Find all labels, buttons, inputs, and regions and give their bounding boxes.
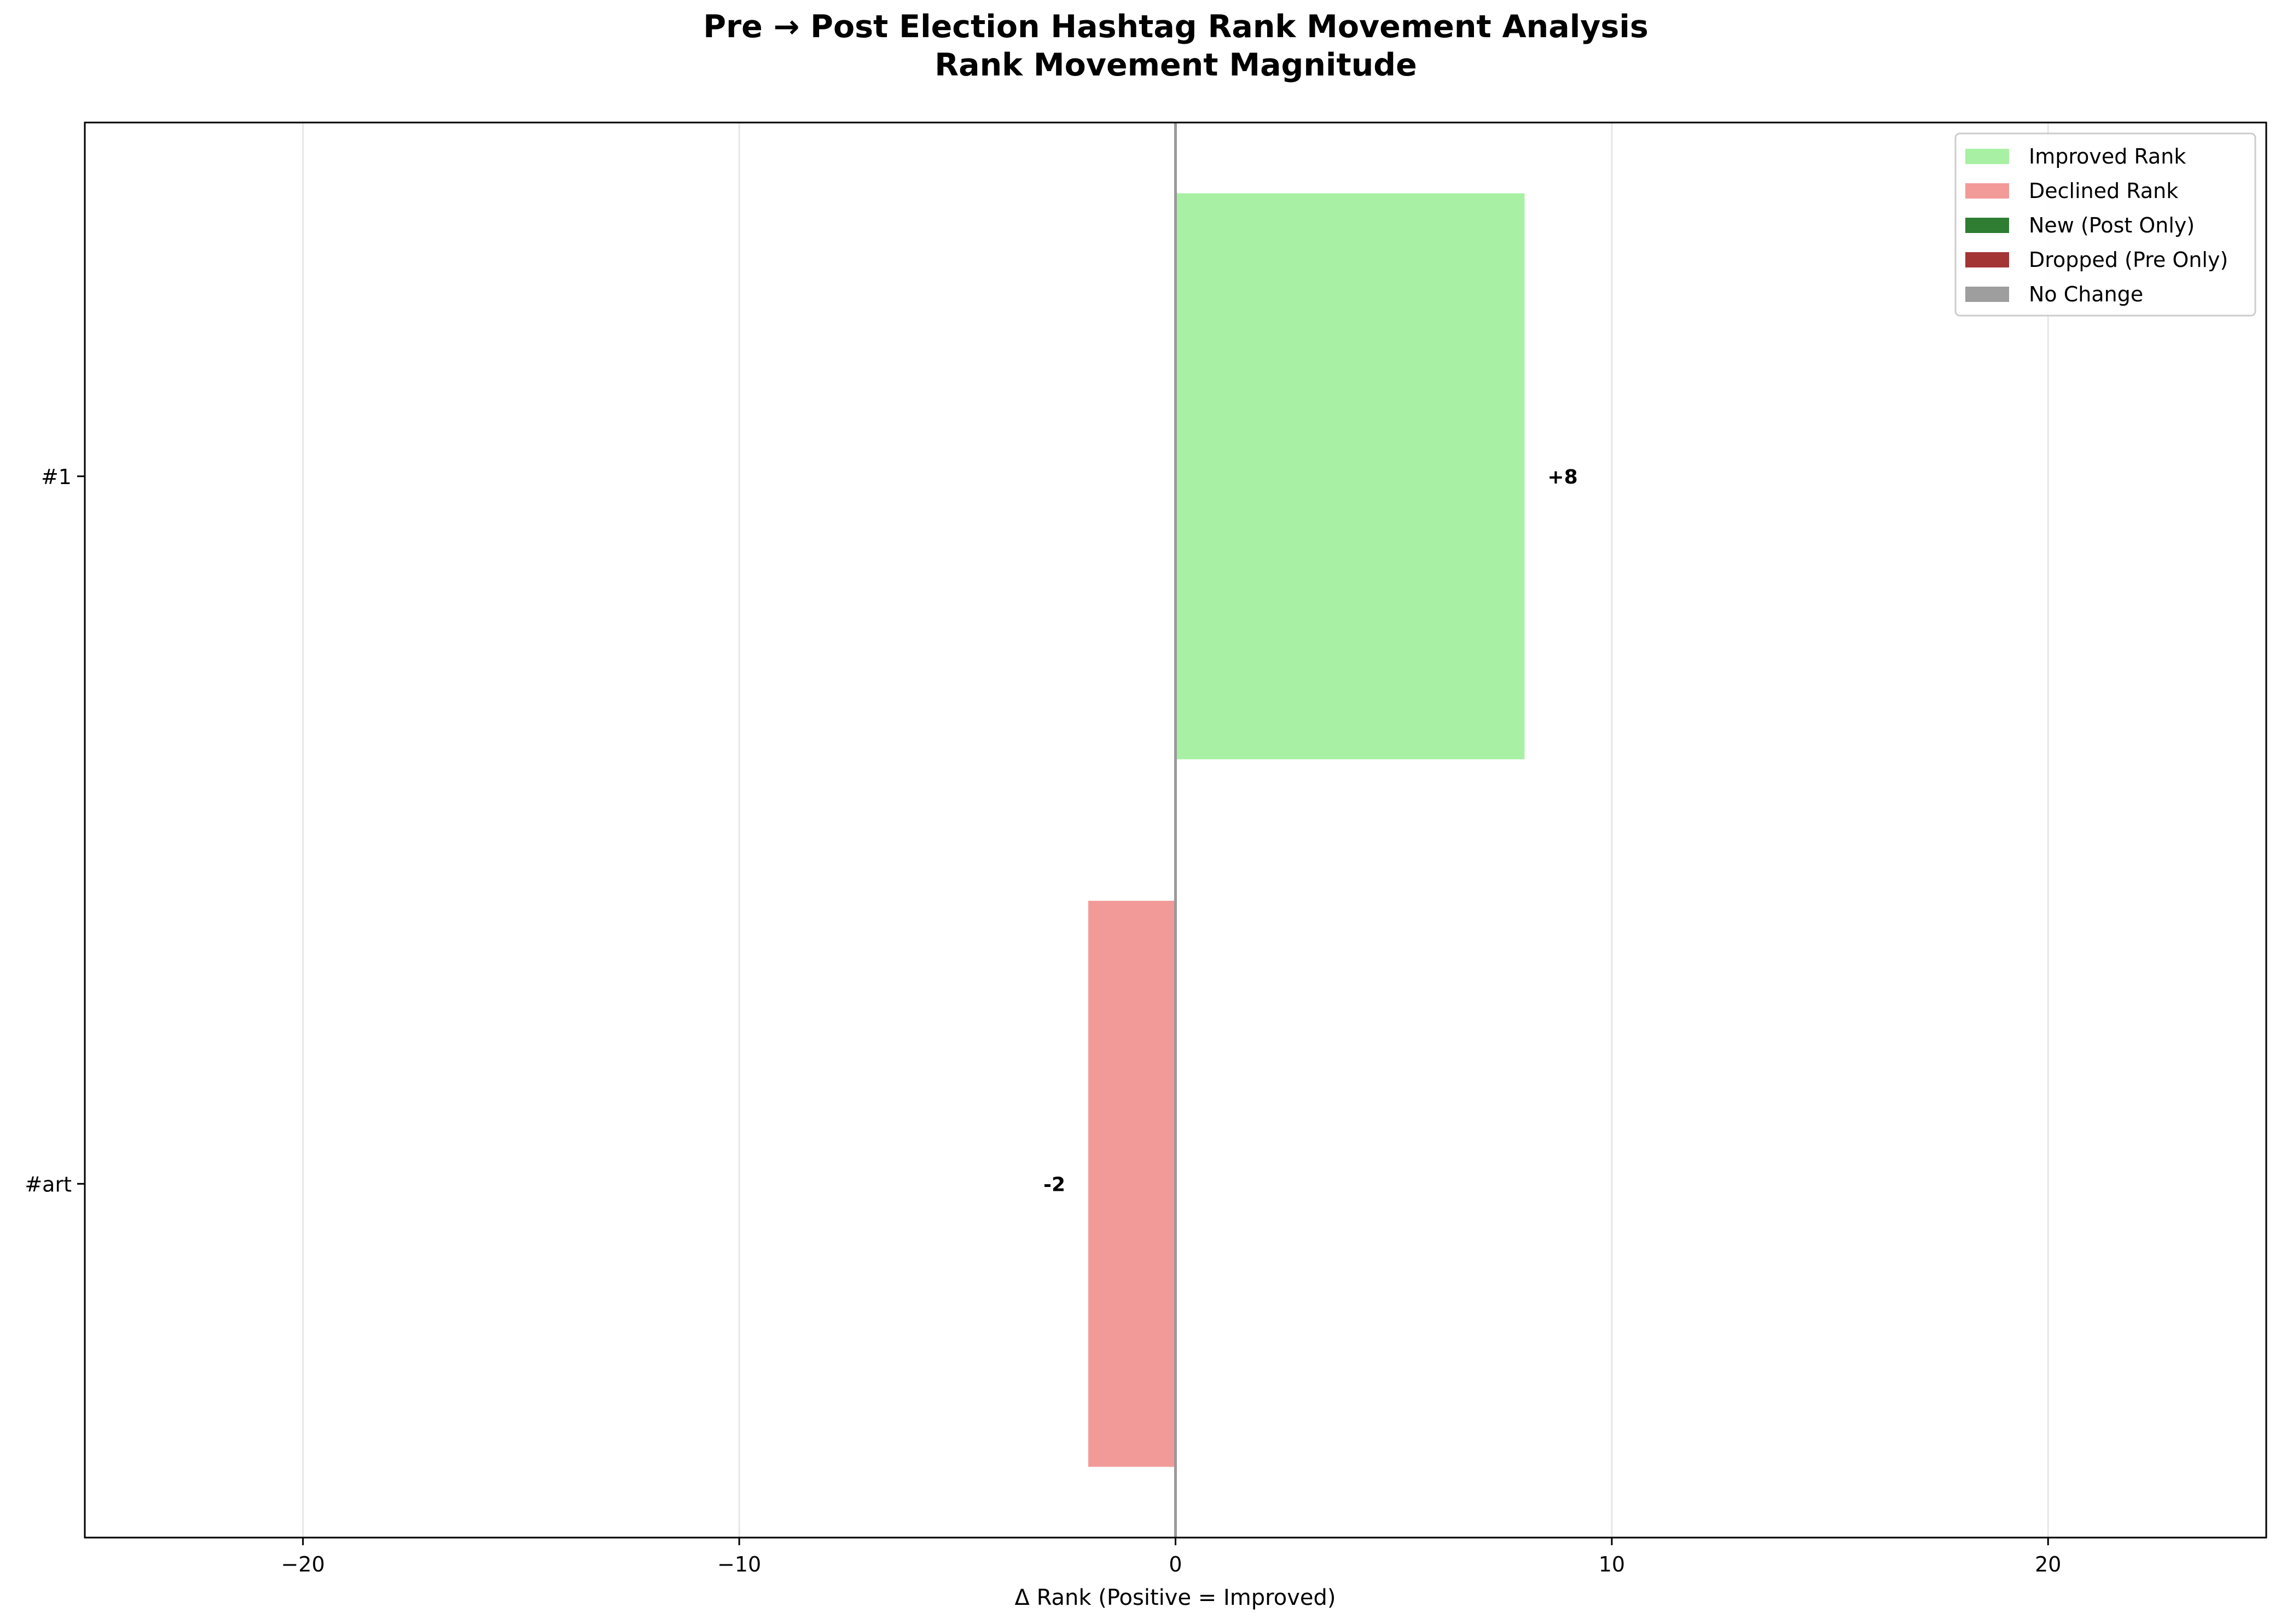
legend-swatch <box>1965 149 2009 164</box>
x-tick-label: −20 <box>281 1552 325 1576</box>
x-tick-label: 10 <box>1599 1552 1625 1576</box>
chart-subtitle: Rank Movement Magnitude <box>935 47 1417 83</box>
chart-title: Pre → Post Election Hashtag Rank Movemen… <box>703 9 1649 45</box>
legend-swatch <box>1965 287 2009 302</box>
legend-label: Dropped (Pre Only) <box>2029 248 2228 272</box>
x-tick-label: 20 <box>2035 1552 2061 1576</box>
bar-value-label: +8 <box>1547 466 1577 488</box>
legend-swatch <box>1965 218 2009 233</box>
bar-art <box>1088 900 1176 1467</box>
legend-label: New (Post Only) <box>2029 213 2195 237</box>
bar-1 <box>1175 193 1525 760</box>
x-tick-label: −10 <box>717 1552 761 1576</box>
legend-swatch <box>1965 183 2009 199</box>
y-tick-label: #1 <box>41 465 72 489</box>
x-axis-label: Δ Rank (Positive = Improved) <box>1015 1585 1336 1610</box>
x-tick-label: 0 <box>1169 1552 1182 1576</box>
legend-swatch <box>1965 252 2009 267</box>
legend-box <box>1954 132 2256 317</box>
y-tick-label: #art <box>25 1172 72 1196</box>
legend-label: Improved Rank <box>2029 144 2186 168</box>
legend-label: Declined Rank <box>2029 179 2178 203</box>
legend-label: No Change <box>2029 282 2143 306</box>
bar-value-label: -2 <box>1043 1173 1065 1196</box>
